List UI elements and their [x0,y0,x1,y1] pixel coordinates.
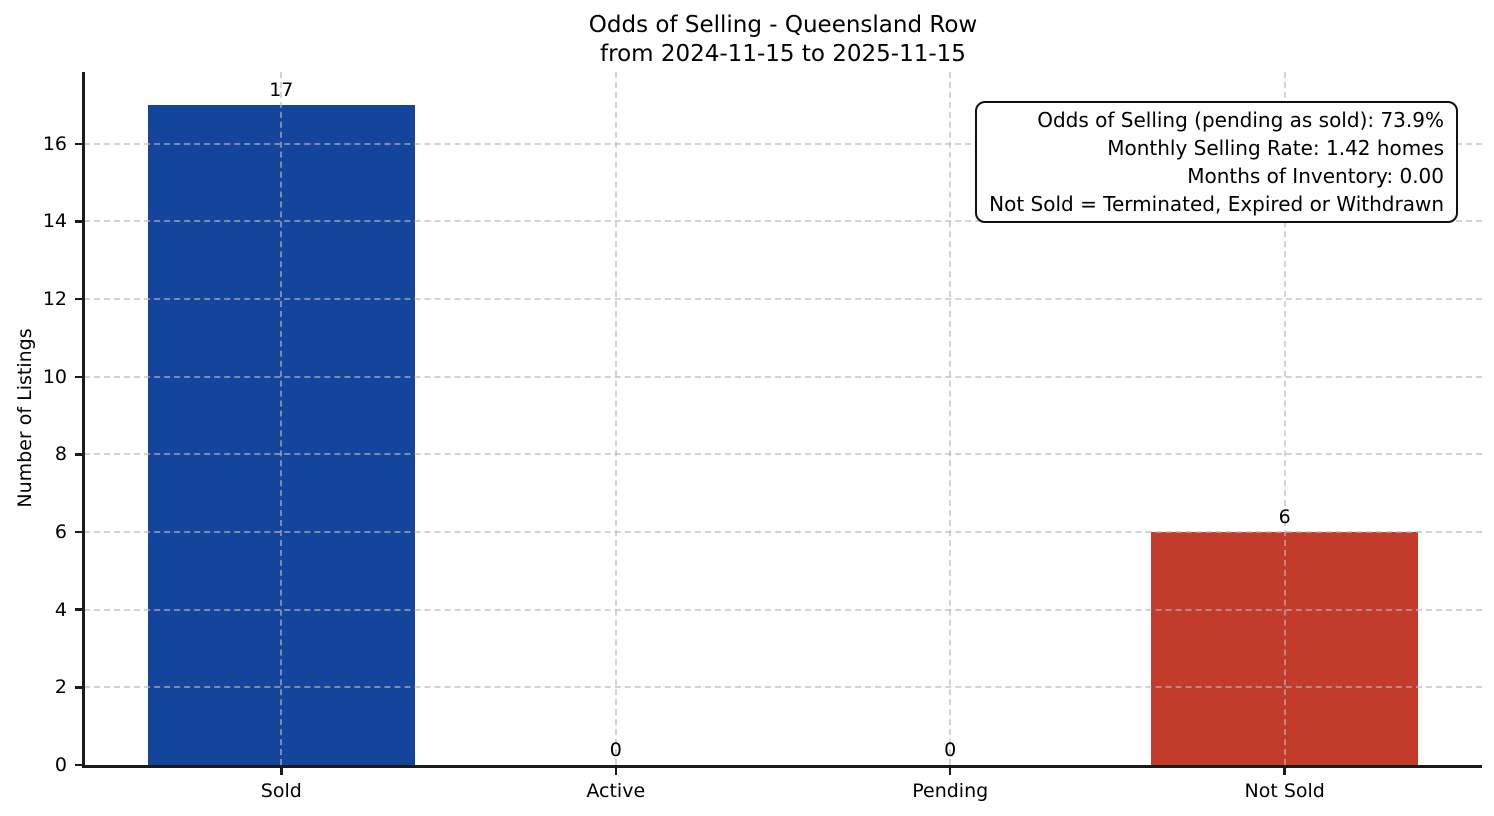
y-tick-mark [75,453,84,456]
chart-title-line1: Odds of Selling - Queensland Row [588,12,978,38]
y-tick-label: 2 [54,676,67,699]
chart-title-line2: from 2024-11-15 to 2025-11-15 [600,41,966,67]
y-axis-label: Number of Listings [14,328,36,508]
annotation-odds-of-selling: Odds of Selling (pending as sold): 73.9% [1037,108,1444,132]
y-tick-label: 0 [54,754,67,776]
horizontal-gridline [84,608,1482,611]
y-tick-mark [75,530,84,534]
x-tick-label-active: Active [586,780,646,802]
y-tick-mark [75,220,84,223]
y-tick-mark [75,375,84,378]
horizontal-gridline [84,220,1482,223]
plot-area: 0 2 4 6 8 10 12 14 16 Sold Active Pending Not Sold 17… [43,72,1482,802]
vertical-gridline [1283,72,1286,765]
stats-annotation-box: Odds of Selling (pending as sold): 73.9%… [975,101,1458,223]
chart-title: Odds of Selling - Queensland Row from 20… [84,11,1482,69]
x-tick-label-not-sold: Not Sold [1244,780,1325,802]
horizontal-gridline [84,453,1482,456]
y-tick-label: 4 [54,598,67,621]
annotation-not-sold-definition: Not Sold = Terminated, Expired or Withdr… [989,192,1444,216]
horizontal-gridline [84,531,1482,534]
vertical-gridline [614,72,617,765]
y-tick-mark [75,142,84,146]
annotation-monthly-selling-rate: Monthly Selling Rate: 1.42 homes [1107,136,1444,160]
annotation-months-of-inventory: Months of Inventory: 0.00 [1187,164,1444,188]
vertical-gridline [280,72,283,765]
x-tick-label-pending: Pending [912,780,989,802]
bar-value-label: 0 [609,739,622,761]
y-tick-mark [75,686,84,689]
y-tick-label: 8 [54,443,67,466]
x-tick-mark [1283,767,1286,775]
x-tick-mark [948,767,952,775]
y-tick-label: 14 [42,210,67,233]
x-tick-mark [614,767,618,775]
y-tick-mark [75,608,84,611]
vertical-gridline [949,72,952,765]
horizontal-gridline [84,375,1482,378]
bar-value-label: 0 [944,739,957,761]
horizontal-gridline [84,142,1482,145]
y-axis-spine [82,72,85,767]
y-tick-mark [75,763,84,767]
y-tick-label: 16 [42,132,67,155]
x-tick-label-sold: Sold [260,780,302,802]
horizontal-gridline [84,298,1482,301]
horizontal-gridline [84,686,1482,689]
y-tick-label: 10 [42,365,67,388]
bar-value-label: 6 [1278,506,1291,529]
bar-value-label: 17 [269,79,294,101]
x-axis-spine [82,765,1482,768]
y-tick-label: 6 [54,521,67,544]
y-tick-mark [75,297,84,301]
x-tick-mark [280,767,283,775]
y-tick-label: 12 [42,288,67,311]
